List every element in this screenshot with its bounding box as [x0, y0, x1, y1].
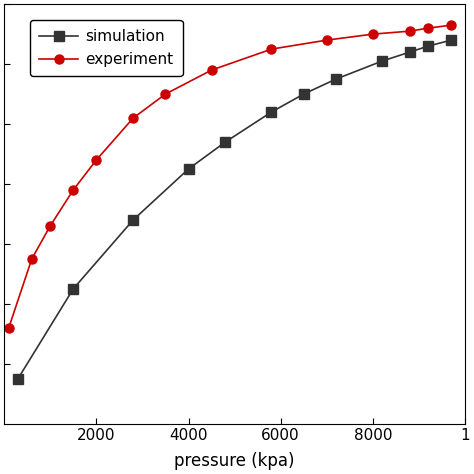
simulation: [222, 139, 228, 145]
experiment: [93, 157, 99, 163]
experiment: [130, 115, 136, 121]
simulation: [333, 76, 339, 82]
experiment: [448, 22, 454, 28]
experiment: [47, 223, 53, 229]
simulation: [130, 217, 136, 223]
experiment: [407, 28, 412, 34]
simulation: [425, 43, 431, 49]
experiment: [209, 67, 214, 73]
Line: simulation: simulation: [13, 36, 456, 383]
simulation: [301, 91, 307, 97]
experiment: [269, 46, 274, 52]
experiment: [29, 256, 35, 262]
experiment: [370, 31, 376, 37]
simulation: [379, 58, 385, 64]
experiment: [163, 91, 168, 97]
experiment: [71, 187, 76, 193]
experiment: [324, 37, 329, 43]
experiment: [6, 325, 12, 330]
simulation: [186, 166, 191, 172]
simulation: [407, 49, 412, 55]
simulation: [448, 37, 454, 43]
Line: experiment: experiment: [4, 21, 456, 332]
simulation: [15, 376, 21, 382]
Legend: simulation, experiment: simulation, experiment: [30, 20, 182, 76]
simulation: [71, 286, 76, 292]
X-axis label: pressure (kpa): pressure (kpa): [174, 452, 295, 470]
experiment: [425, 25, 431, 31]
simulation: [269, 109, 274, 115]
